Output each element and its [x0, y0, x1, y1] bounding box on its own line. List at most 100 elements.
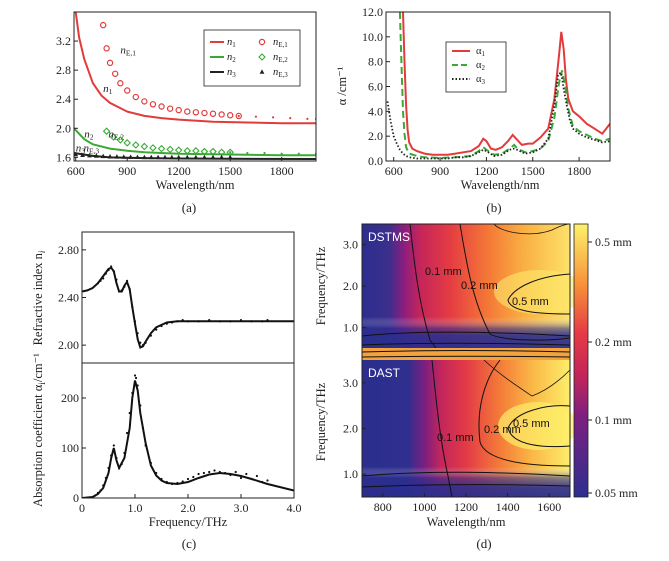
x-tick-label: 900 [431, 164, 449, 178]
data-point [116, 136, 125, 144]
y-tick-label: 12.0 [362, 5, 383, 19]
data-point [132, 141, 140, 149]
colorbar-tick-label: 0.05 mm [595, 486, 638, 500]
data-point [209, 110, 217, 117]
data-point [115, 456, 118, 460]
y-tick-label: 2.8 [56, 63, 71, 77]
panel-c-top-ylabel: Refractive index ni [31, 250, 47, 345]
data-point [121, 154, 127, 159]
panel-c-ticks: 2.00 2.40 2.80 0 100 200 0 1.0 2.0 3.0 4.0 [58, 243, 302, 515]
data-point [297, 152, 300, 155]
data-point [120, 289, 123, 292]
contour-line [361, 484, 571, 488]
series-ne-1-fit [237, 114, 316, 120]
colorbar-tick-label: 0.2 mm [595, 335, 632, 349]
data-point [125, 431, 129, 435]
data-point [186, 320, 190, 323]
data-point [197, 472, 200, 476]
panel-b-caption: (b) [486, 200, 501, 215]
x-tick-label: 1200 [454, 500, 478, 514]
data-point [261, 480, 264, 484]
data-point [184, 108, 191, 115]
data-point [125, 279, 129, 282]
y-tick-label: 6.0 [368, 80, 383, 94]
x-tick-label: 1200 [167, 164, 191, 178]
heatmap-separator-band [362, 348, 570, 360]
data-point [141, 426, 145, 430]
data-point [140, 142, 149, 151]
data-point [250, 477, 253, 481]
data-point [144, 444, 147, 447]
panel-d-ylabel-top: Frequency/THz [314, 246, 328, 325]
contour-line [361, 331, 571, 337]
data-point [166, 145, 174, 154]
data-point [200, 147, 209, 156]
panel-b: 600 900 1200 1500 1800 0.0 2.0 4.0 6.0 8.0 10.0 12.… [335, 5, 611, 215]
data-point [263, 151, 266, 155]
data-point [176, 320, 179, 323]
data-point [149, 101, 157, 108]
data-point [245, 472, 248, 476]
contour-line [361, 350, 571, 353]
heatmap-dast-peak [498, 402, 578, 450]
data-point [261, 320, 264, 323]
data-point [118, 290, 121, 293]
data-point [148, 154, 154, 160]
data-point [280, 152, 283, 155]
data-point [176, 481, 179, 485]
heatmap-dstms-peak [494, 270, 586, 314]
series--1 [402, 12, 610, 156]
series-ne-1 [99, 21, 242, 120]
data-point [74, 151, 79, 157]
data-point [100, 153, 106, 159]
data-point [136, 384, 139, 387]
data-point [139, 404, 142, 407]
data-point [229, 320, 232, 323]
series-n1 [74, 12, 316, 125]
data-point [124, 87, 131, 94]
contour-line [478, 359, 571, 467]
data-point [192, 475, 195, 479]
data-point [234, 470, 237, 474]
data-point [192, 109, 200, 116]
y-tick-label: 3.0 [343, 238, 358, 252]
data-point [183, 147, 192, 155]
panel-c-bottom-plot [82, 374, 294, 498]
legend-swatch [258, 38, 266, 46]
data-point [169, 154, 175, 160]
panel-d-xlabel: Wavelength/nm [427, 515, 506, 529]
y-tick-label: 2.40 [58, 291, 79, 305]
data-point [181, 480, 184, 483]
data-point [128, 411, 131, 415]
data-point [157, 144, 166, 153]
panel-a-frame [73, 11, 317, 162]
data-point [99, 489, 102, 492]
data-point [227, 154, 233, 160]
panel-b-ylabel: α /cm⁻¹ [335, 66, 349, 105]
heatmap-dstms: DSTMS 0.1 mm 0.2 mm 0.5 mm [361, 223, 586, 349]
contour-label: 0.1 mm [425, 266, 462, 278]
y-tick-label: 0.0 [368, 154, 383, 168]
data-point [134, 376, 138, 380]
panel-c-caption: (c) [182, 536, 196, 551]
data-point [132, 93, 139, 101]
y-tick-label: 2.0 [368, 129, 383, 143]
legend-label: α2 [476, 60, 486, 72]
data-point [184, 154, 190, 160]
data-point [160, 477, 163, 481]
panel-b-ticks: 600 900 1200 1500 1800 0.0 2.0 4.0 6.0 8.0 10.0 12.… [362, 5, 591, 178]
data-point [165, 480, 168, 484]
data-point [224, 471, 227, 475]
data-point [141, 98, 148, 105]
panel-c-bottom-ylabel: Absorption coefficient αi/cm⁻¹ [31, 353, 47, 507]
data-point [229, 473, 232, 477]
y-tick-label: 2.00 [58, 338, 79, 352]
x-tick-label: 1800 [270, 164, 294, 178]
data-point [155, 471, 158, 475]
data-point [141, 154, 147, 160]
contour-line [493, 223, 571, 235]
data-point [237, 114, 240, 118]
data-point [266, 319, 269, 322]
x-tick-label: 1500 [218, 164, 242, 178]
